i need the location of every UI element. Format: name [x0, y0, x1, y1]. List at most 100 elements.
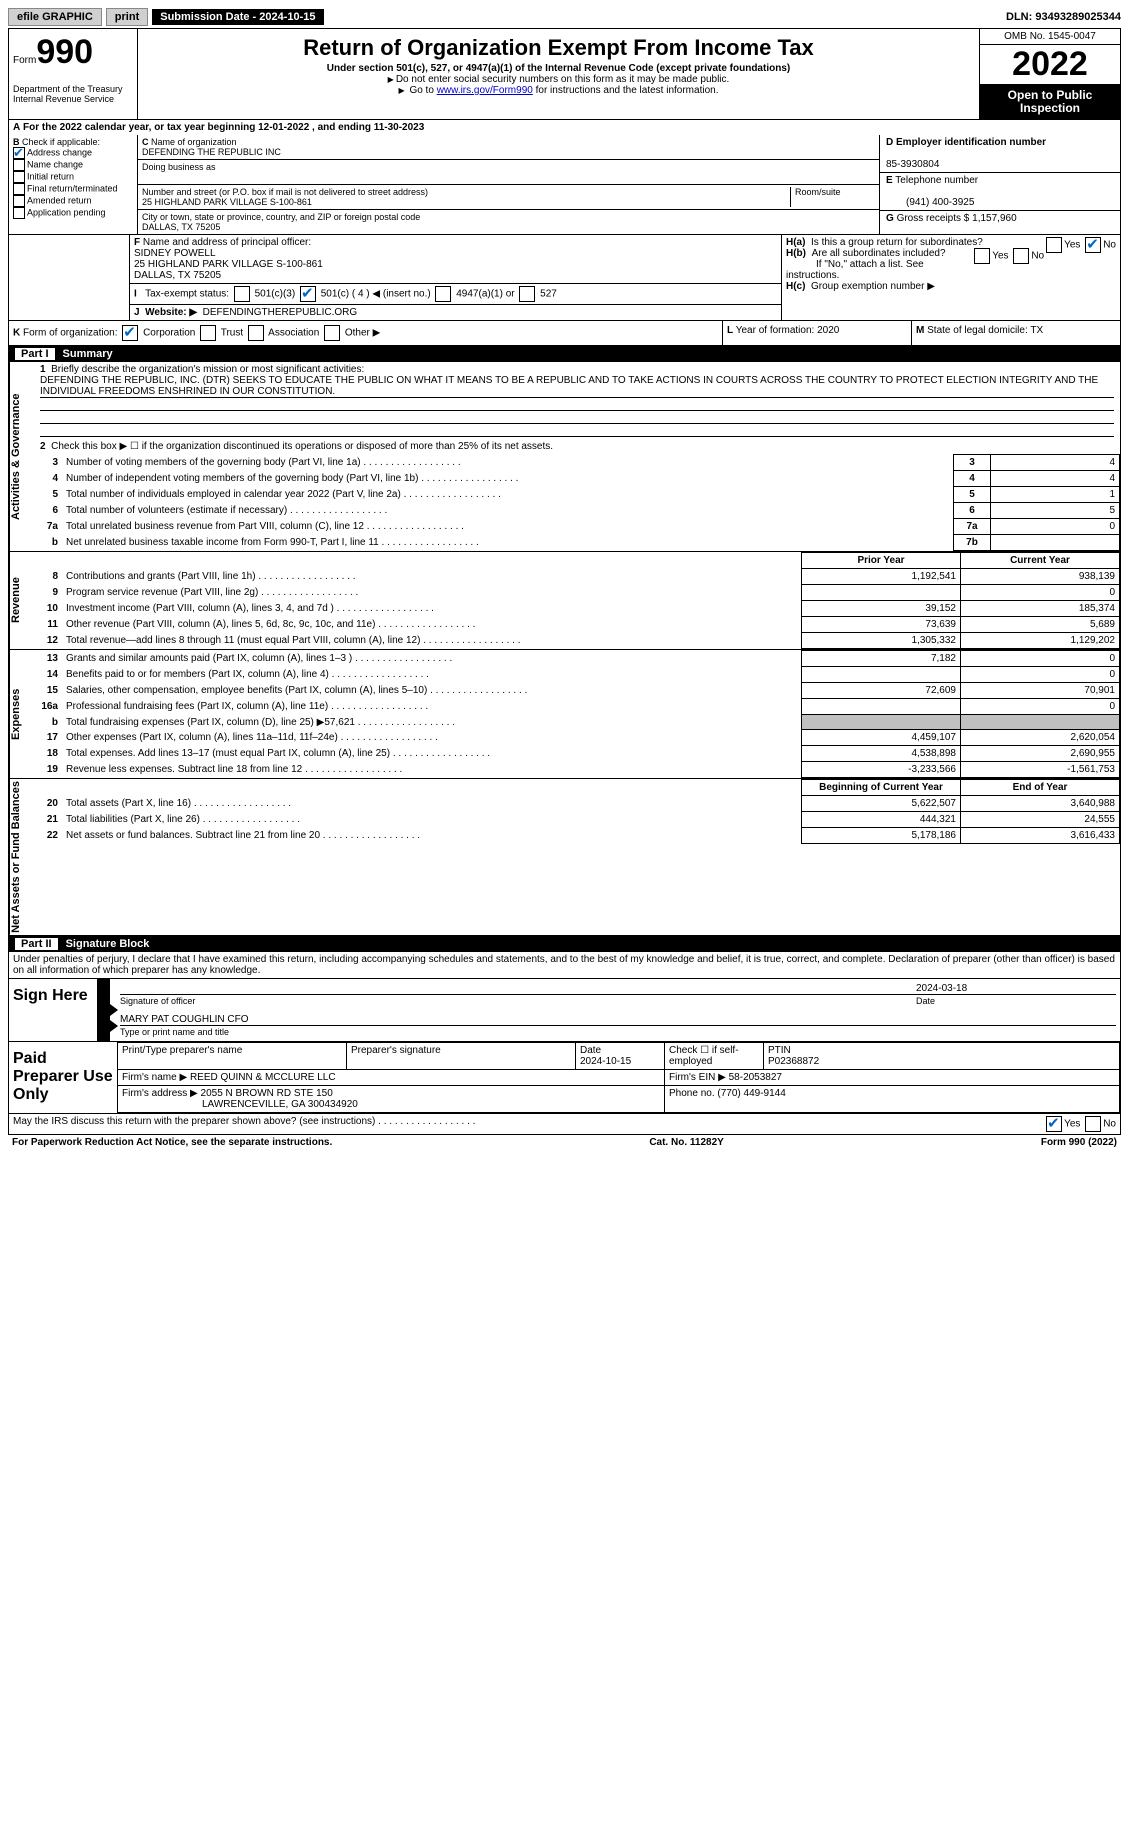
hb-yes[interactable]: [974, 248, 990, 264]
vtab-netassets: Net Assets or Fund Balances: [9, 779, 34, 935]
section-klm: K Form of organization: Corporation Trus…: [9, 321, 1120, 346]
submission-date: Submission Date - 2024-10-15: [152, 9, 323, 25]
section-c: C Name of organization DEFENDING THE REP…: [138, 135, 879, 234]
sig-officer-label: Signature of officer: [120, 996, 916, 1006]
chk-address-change[interactable]: [13, 147, 25, 159]
chk-corp[interactable]: [122, 325, 138, 341]
ptin-label: PTIN: [768, 1045, 791, 1056]
irs-label: Internal Revenue Service: [13, 94, 133, 104]
governance-table: 3Number of voting members of the governi…: [34, 454, 1120, 551]
prep-check-label: Check ☐ if self-employed: [669, 1045, 739, 1067]
phone-value: (941) 400-3925: [886, 197, 974, 208]
discuss-yes[interactable]: [1046, 1116, 1062, 1132]
part1-header: Part I Summary: [9, 346, 1120, 362]
discuss-text: May the IRS discuss this return with the…: [13, 1116, 1044, 1132]
chk-amended-return[interactable]: [13, 195, 25, 207]
hb-note: If "No," attach a list. See instructions…: [786, 259, 924, 281]
i-label: Tax-exempt status:: [145, 289, 229, 300]
city-label: City or town, state or province, country…: [142, 212, 420, 222]
hc-label: Group exemption number ▶: [811, 281, 935, 292]
l-value: 2020: [817, 325, 839, 336]
prep-phone: (770) 449-9144: [717, 1088, 785, 1099]
footer-left: For Paperwork Reduction Act Notice, see …: [12, 1137, 332, 1148]
part2-no: Part II: [15, 938, 58, 950]
instruction-1: Do not enter social security numbers on …: [142, 74, 975, 85]
chk-4947[interactable]: [435, 286, 451, 302]
discuss-no[interactable]: [1085, 1116, 1101, 1132]
chk-name-change[interactable]: [13, 159, 25, 171]
opt-assoc: Association: [268, 328, 319, 339]
line-k: K Form of organization: Corporation Trus…: [9, 321, 722, 345]
part1-no: Part I: [15, 348, 55, 360]
chk-501c3[interactable]: [234, 286, 250, 302]
sign-here-label: Sign Here: [9, 979, 98, 1041]
firm-ein-label: Firm's EIN ▶: [669, 1072, 726, 1083]
opt-other: Other ▶: [345, 328, 380, 339]
discuss-row: May the IRS discuss this return with the…: [9, 1113, 1120, 1134]
chk-assoc[interactable]: [248, 325, 264, 341]
header-middle: Return of Organization Exempt From Incom…: [138, 29, 979, 119]
firm-name-label: Firm's name ▶: [122, 1072, 187, 1083]
chk-trust[interactable]: [200, 325, 216, 341]
chk-application-pending[interactable]: [13, 207, 25, 219]
irs-link[interactable]: www.irs.gov/Form990: [437, 85, 533, 96]
firm-addr1: 2055 N BROWN RD STE 150: [201, 1088, 333, 1099]
officer-name: SIDNEY POWELL: [134, 248, 216, 259]
chk-527[interactable]: [519, 286, 535, 302]
firm-ein: 58-2053827: [729, 1072, 782, 1083]
chk-final-return-terminated[interactable]: [13, 183, 25, 195]
footer-mid: Cat. No. 11282Y: [649, 1137, 723, 1148]
sig-name-label: Type or print name and title: [120, 1025, 1116, 1037]
j-label: Website: ▶: [145, 307, 197, 318]
netassets-section: Net Assets or Fund Balances Beginning of…: [9, 779, 1120, 936]
top-toolbar: efile GRAPHIC print Submission Date - 20…: [8, 8, 1121, 26]
sig-name: MARY PAT COUGHLIN CFO: [120, 1014, 1116, 1025]
form-number: 990: [36, 33, 93, 71]
instruction-2: Go to www.irs.gov/Form990 for instructio…: [142, 85, 975, 96]
part2-name: Signature Block: [66, 938, 150, 950]
arrow-icon-2: [98, 1010, 110, 1041]
print-button[interactable]: print: [106, 8, 148, 26]
chk-other[interactable]: [324, 325, 340, 341]
officer-addr2: DALLAS, TX 75205: [134, 270, 221, 281]
header-left: Form990 Department of the Treasury Inter…: [9, 29, 138, 119]
header-right: OMB No. 1545-0047 2022 Open to Public In…: [979, 29, 1120, 119]
section-b: B Check if applicable: Address changeNam…: [9, 135, 138, 234]
ein-value: 85-3930804: [886, 159, 939, 170]
sig-date: 2024-03-18: [916, 983, 1116, 994]
footer-right: Form 990 (2022): [1041, 1137, 1117, 1148]
efile-button[interactable]: efile GRAPHIC: [8, 8, 102, 26]
netassets-table: Beginning of Current YearEnd of Year20To…: [34, 779, 1120, 844]
ha-label: Is this a group return for subordinates?: [811, 237, 983, 248]
section-fhij: F Name and address of principal officer:…: [9, 235, 1120, 321]
inst2-post: for instructions and the latest informat…: [533, 85, 719, 96]
revenue-section: Revenue Prior YearCurrent Year8Contribut…: [9, 552, 1120, 650]
hb-no[interactable]: [1013, 248, 1029, 264]
c4-insert: 501(c) ( 4 ) ◀ (insert no.): [321, 289, 431, 300]
prep-date-label: Date: [580, 1045, 601, 1056]
street-address: 25 HIGHLAND PARK VILLAGE S-100-861: [142, 197, 312, 207]
open-public: Open to Public Inspection: [980, 85, 1120, 119]
omb-number: OMB No. 1545-0047: [980, 29, 1120, 45]
gross-value: 1,157,960: [972, 213, 1017, 224]
l-label: Year of formation:: [736, 325, 815, 336]
vtab-expenses: Expenses: [9, 650, 34, 778]
addr-label: Number and street (or P.O. box if mail i…: [142, 187, 428, 197]
b-label: Check if applicable:: [22, 137, 100, 147]
chk-initial-return[interactable]: [13, 171, 25, 183]
chk-501c4[interactable]: [300, 286, 316, 302]
ptin-value: P02368872: [768, 1056, 819, 1067]
firm-addr2: LAWRENCEVILLE, GA 300434920: [122, 1099, 358, 1110]
form-title: Return of Organization Exempt From Incom…: [142, 35, 975, 61]
room-label: Room/suite: [795, 187, 841, 197]
ha-no[interactable]: [1085, 237, 1101, 253]
opt-corp: Corporation: [143, 328, 195, 339]
mission-blank2: [40, 411, 1114, 424]
mission-text: DEFENDING THE REPUBLIC, INC. (DTR) SEEKS…: [40, 375, 1114, 398]
revenue-table: Prior YearCurrent Year8Contributions and…: [34, 552, 1120, 649]
form-container: Form990 Department of the Treasury Inter…: [8, 28, 1121, 1135]
section-deg: D Employer identification number 85-3930…: [879, 135, 1120, 234]
ha-yes[interactable]: [1046, 237, 1062, 253]
prep-sig-label: Preparer's signature: [351, 1045, 441, 1056]
vtab-revenue: Revenue: [9, 552, 34, 649]
